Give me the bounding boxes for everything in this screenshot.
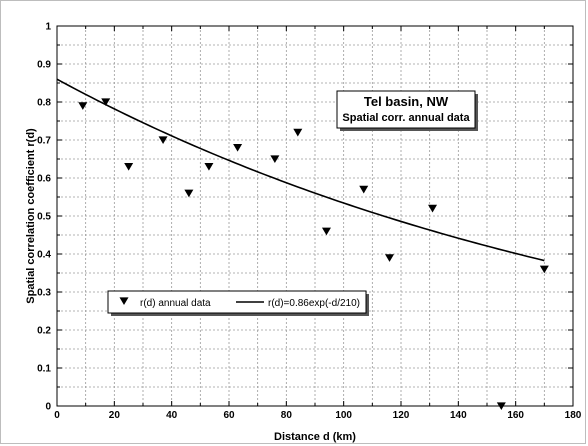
y-axis-label: Spatial correlation coefficient r(d): [25, 128, 37, 304]
grid: [57, 26, 573, 406]
data-point: [158, 136, 168, 145]
annotation-background: [336, 90, 476, 129]
x-tick-label: 120: [393, 410, 410, 421]
data-point: [428, 204, 438, 213]
data-point: [101, 98, 111, 107]
x-tick-label: 140: [450, 410, 467, 421]
data-point: [233, 144, 243, 152]
x-axis-label: Distance d (km): [274, 431, 356, 443]
data-point: [78, 102, 88, 110]
data-point: [359, 185, 369, 194]
x-tick-labels: 0 20 40 60 80 100 120 140 160 180: [54, 410, 582, 421]
fit-curve: [56, 78, 545, 262]
data-point: [385, 254, 395, 262]
axis-ticks: [56, 25, 574, 407]
y-tick-labels: 0 0.1 0.2 0.3 0.4 0.5 0.6 0.7 0.8 0.9 1: [37, 22, 51, 413]
x-tick-label: 0: [54, 410, 60, 421]
y-tick-label: 0.9: [37, 60, 51, 71]
annotation-subtitle: Spatial corr. annual data: [342, 112, 470, 124]
data-point: [539, 265, 549, 274]
annotation-title: Tel basin, NW: [364, 94, 449, 109]
data-point: [124, 163, 134, 171]
y-tick-label: 0.3: [37, 288, 51, 299]
y-tick-label: 1: [45, 22, 51, 33]
data-markers: [78, 98, 549, 411]
data-point: [270, 155, 280, 164]
annotation-box: Tel basin, NW Spatial corr. annual data: [336, 90, 478, 131]
y-tick-label: 0.4: [37, 250, 51, 261]
legend-label-data: r(d) annual data: [140, 298, 211, 309]
data-point: [204, 163, 214, 171]
legend: r(d) annual data r(d)=0.86exp(-d/210): [107, 290, 369, 316]
legend-label-fit: r(d)=0.86exp(-d/210): [268, 298, 360, 309]
y-tick-label: 0: [45, 402, 51, 413]
x-tick-label: 40: [166, 410, 178, 421]
legend-marker-icon: [119, 297, 129, 306]
x-tick-label: 20: [109, 410, 121, 421]
x-tick-label: 100: [335, 410, 352, 421]
y-tick-label: 0.7: [37, 136, 51, 147]
y-tick-label: 0.2: [37, 326, 51, 337]
data-point: [293, 128, 303, 137]
data-point: [496, 402, 506, 411]
y-tick-label: 0.1: [37, 364, 51, 375]
y-tick-label: 0.6: [37, 174, 51, 185]
x-tick-label: 180: [565, 410, 582, 421]
data-point: [321, 227, 331, 236]
x-tick-label: 60: [223, 410, 235, 421]
x-tick-label: 80: [281, 410, 293, 421]
x-tick-label: 160: [507, 410, 524, 421]
y-tick-label: 0.8: [37, 98, 51, 109]
data-point: [184, 189, 194, 198]
y-tick-label: 0.5: [37, 212, 51, 223]
